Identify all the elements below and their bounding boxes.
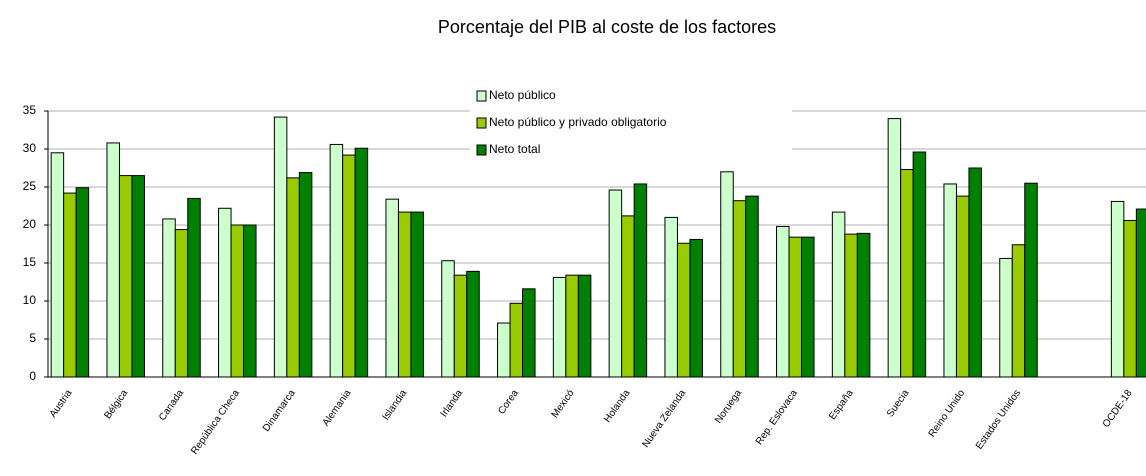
bar [912, 151, 927, 378]
bar [342, 154, 356, 378]
bar [329, 143, 344, 378]
bar [75, 187, 90, 378]
bar [298, 172, 313, 378]
bar [162, 218, 176, 378]
bar [621, 215, 635, 378]
legend-swatch [476, 117, 487, 129]
bar [801, 236, 815, 378]
x-tick-label: Irlanda [439, 388, 466, 420]
x-tick-label: Austria [48, 388, 75, 420]
x-tick-label: Holanda [602, 388, 633, 425]
legend-label: Neto total [489, 142, 540, 156]
x-tick-label: Mexicó [550, 388, 577, 421]
bar [565, 274, 579, 378]
bar [776, 226, 790, 378]
bar [397, 211, 412, 378]
bar [577, 274, 592, 378]
legend-label: Neto público [489, 88, 556, 102]
bar [453, 274, 468, 378]
y-tick-label: 25 [23, 179, 37, 193]
bar [608, 189, 623, 378]
x-tick-label: Reino Unido [927, 388, 968, 440]
y-tick-label: 5 [29, 331, 36, 345]
x-tick-label: OCDE-18 [1101, 388, 1135, 430]
bar [633, 183, 648, 378]
bar [522, 288, 536, 378]
bar [243, 224, 257, 378]
legend: Neto público Neto público y privado oblig… [470, 85, 792, 165]
x-tick-label: España [827, 388, 856, 422]
bar [955, 195, 970, 378]
bar [745, 195, 759, 378]
x-tick-label: Corea [496, 388, 521, 417]
bar [720, 171, 734, 378]
bar [1024, 182, 1038, 378]
chart-title: Porcentaje del PIB al coste de los facto… [438, 17, 776, 37]
x-tick-label: Bélgica [102, 388, 130, 422]
bar [497, 322, 511, 378]
y-tick-label: 30 [23, 141, 37, 155]
x-tick-label: Islandia [381, 388, 410, 423]
bar [968, 167, 982, 378]
bar [900, 169, 914, 378]
bar [509, 302, 524, 378]
bar [410, 211, 424, 378]
bar [354, 147, 369, 378]
x-tick-label: Estados Unidos [974, 388, 1023, 452]
x-tick-label: Nueva Zelanda [640, 388, 688, 450]
legend-label: Neto público y privado obligatorio [489, 115, 667, 129]
y-tick-label: 20 [23, 217, 37, 231]
bar [187, 197, 201, 378]
bar [63, 192, 77, 378]
bar [441, 260, 455, 378]
bar [844, 233, 858, 378]
bar [466, 270, 480, 378]
bar [856, 232, 871, 378]
bar [106, 142, 120, 378]
bar [788, 236, 803, 378]
bar [1123, 219, 1137, 378]
bar [943, 183, 957, 378]
bar [218, 207, 232, 378]
bar [50, 152, 65, 378]
bar [1011, 244, 1026, 378]
bar [1135, 208, 1146, 378]
bar [1110, 200, 1125, 378]
bar [273, 116, 288, 378]
bar [732, 200, 747, 378]
bar [999, 257, 1013, 378]
bar [174, 229, 189, 378]
bar [676, 242, 691, 378]
x-tick-label: Alemania [321, 388, 354, 429]
y-tick-label: 10 [23, 293, 37, 307]
bar [887, 118, 902, 378]
x-tick-label: Canada [157, 388, 186, 423]
bar [664, 216, 678, 378]
y-tick-label: 15 [23, 255, 37, 269]
x-tick-label: Dinamarca [261, 388, 298, 434]
legend-swatch [476, 90, 487, 102]
bar [286, 177, 300, 378]
legend-box [470, 85, 792, 165]
bar [131, 175, 145, 378]
x-tick-label: Suecia [885, 388, 912, 420]
bar [552, 276, 567, 378]
x-tick-label: República Checa [189, 388, 242, 457]
y-tick-label: 35 [23, 103, 37, 117]
bar [689, 238, 703, 378]
y-tick-label: 0 [29, 369, 36, 383]
legend-swatch [476, 144, 487, 156]
bar [831, 211, 846, 378]
bar [230, 224, 245, 378]
x-tick-label: Rep. Eslovaca [754, 388, 800, 447]
bar [118, 175, 133, 378]
bar [385, 198, 399, 378]
x-tick-label: Noruega [713, 388, 744, 426]
